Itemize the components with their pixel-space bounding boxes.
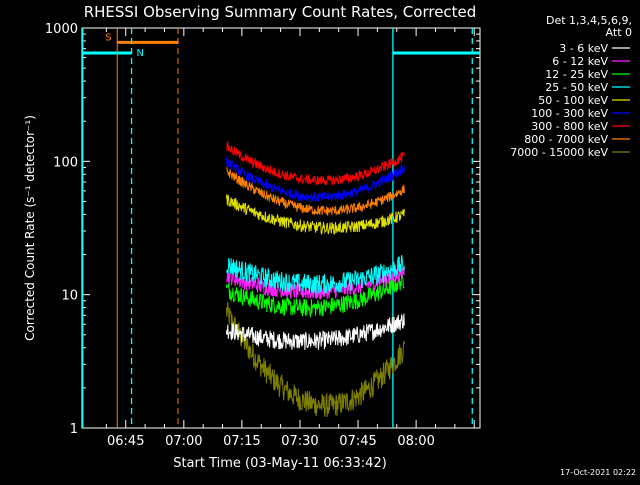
chart-title: RHESSI Observing Summary Count Rates, Co… <box>84 3 477 21</box>
series-line <box>225 167 405 216</box>
x-tick-label: 07:45 <box>339 434 376 449</box>
series-line <box>225 313 405 351</box>
legend-label: 50 - 100 keV <box>538 94 608 107</box>
saa-flag-label: S <box>105 32 111 43</box>
legend-label: 3 - 6 keV <box>559 42 608 55</box>
legend-label: 7000 - 15000 keV <box>510 146 608 159</box>
night-flag-label: N <box>137 48 144 59</box>
series-line <box>225 157 405 202</box>
series-line <box>225 194 405 236</box>
legend-label: 12 - 25 keV <box>545 68 608 81</box>
x-tick-label: 06:45 <box>107 434 144 449</box>
y-axis-label: Corrected Count Rate (s⁻¹ detector⁻¹) <box>23 115 37 341</box>
legend-label: 800 - 7000 keV <box>524 133 608 146</box>
y-tick-label: 100 <box>53 155 78 170</box>
legend-label: 25 - 50 keV <box>545 81 608 94</box>
x-tick-label: 07:30 <box>281 434 318 449</box>
y-tick-label: 10 <box>61 289 78 304</box>
legend-header: Att 0 <box>606 26 632 39</box>
legend-label: 300 - 800 keV <box>531 120 608 133</box>
footer-timestamp: 17-Oct-2021 02:22 <box>560 468 636 477</box>
y-tick-label: 1000 <box>45 22 78 37</box>
x-tick-label: 08:00 <box>397 434 434 449</box>
series-line <box>226 140 405 186</box>
series-line <box>225 255 405 294</box>
legend-label: 6 - 12 keV <box>552 55 608 68</box>
x-tick-label: 07:15 <box>223 434 260 449</box>
x-axis-label: Start Time (03-May-11 06:33:42) <box>173 456 387 471</box>
x-tick-label: 07:00 <box>165 434 202 449</box>
series-line <box>225 301 405 418</box>
plot-area: 1000 100 10 1 06:45 07:00 07:15 07:30 07:45 08:00… <box>45 22 481 449</box>
plot-frame <box>81 27 481 429</box>
legend-label: 100 - 300 keV <box>531 107 608 120</box>
series-line <box>226 265 405 301</box>
y-tick-label: 1 <box>70 422 78 437</box>
series-line <box>225 272 405 319</box>
legend-header: Det 1,3,4,5,6,9, <box>546 14 632 27</box>
